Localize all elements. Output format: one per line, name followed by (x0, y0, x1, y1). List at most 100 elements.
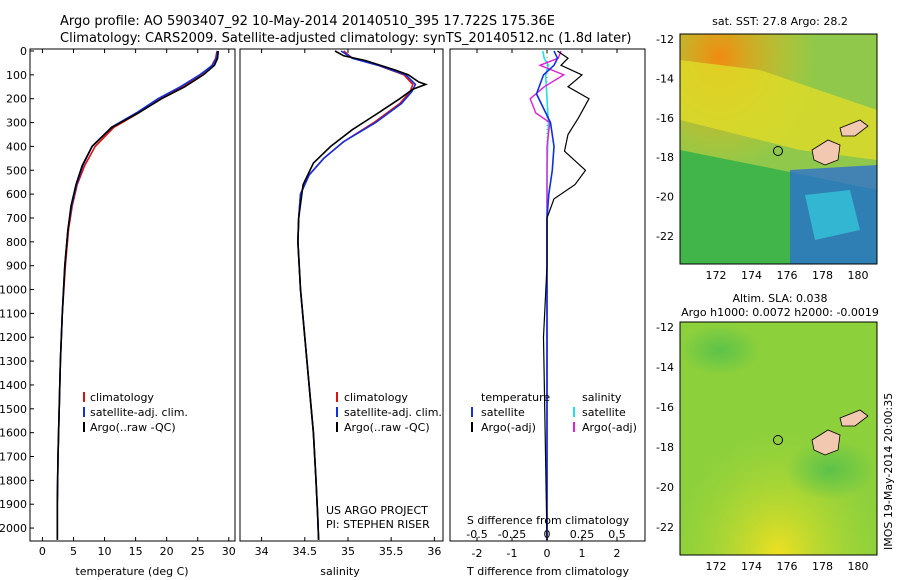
argo-float-marker-sst (773, 146, 783, 156)
fiji-island-sst (811, 139, 841, 166)
sal-legend: climatology satellite-adj. clim. Argo(..… (336, 391, 442, 434)
sal-x-label: salinity (320, 565, 360, 578)
diff-x-axis: -2 -1 0 1 2-0.5 -0.25 0 0.25 0.5 (466, 49, 626, 560)
depth-tick-label: 1600 (0, 427, 27, 440)
vanua-levu-sla (839, 409, 869, 427)
depth-tick-label: 1900 (0, 498, 27, 511)
temp-legend: climatology satellite-adj. clim. Argo(..… (83, 391, 188, 434)
diff-t-tick-label: 0 (544, 547, 551, 560)
diff-s-tick-label: -0.5 (466, 528, 487, 541)
depth-tick-label: 1800 (0, 474, 27, 487)
sla-lon-label: 178 (812, 560, 833, 573)
diff-s-tick-label: 0.5 (608, 528, 626, 541)
temp-legend-sat: satellite-adj. clim. (90, 406, 188, 419)
sal-x-tick-label: 35 (341, 545, 355, 558)
temp-legend-argo: Argo(..raw -QC) (90, 421, 176, 434)
depth-axis: 0 100 200 300 400 500 600 700 800 900 1000 1100 1200… (0, 45, 34, 535)
diff-legend-tsat: satellite (481, 406, 525, 419)
credit-pi: PI: STEPHEN RISER (326, 518, 430, 531)
temp-x-tick-label: 20 (160, 545, 174, 558)
credit-project: US ARGO PROJECT (326, 504, 428, 517)
sal-legend-sat: satellite-adj. clim. (344, 406, 442, 419)
sst-lat-label: -20 (656, 191, 674, 204)
sst-cyan-patch (805, 190, 860, 240)
sst-lon-label: 174 (741, 269, 762, 282)
sal-lines (297, 50, 429, 541)
diff-t-tick-label: -1 (507, 547, 518, 560)
diff-lines (529, 49, 590, 541)
sst-lat-label: -14 (656, 72, 674, 85)
sal-x-tick-label: 35.5 (379, 545, 404, 558)
sst-lon-label: 172 (706, 269, 727, 282)
sal-legend-argo: Argo(..raw -QC) (344, 421, 430, 434)
depth-tick-label: 100 (6, 69, 27, 82)
diff-t-tick-label: 2 (614, 547, 621, 560)
sal-panel-frame (239, 48, 444, 542)
depth-tick-label: 800 (6, 236, 27, 249)
diff-legend: temperature salinity satellite Argo(-adj… (471, 391, 637, 434)
depth-tick-label: 500 (6, 164, 27, 177)
diff-legend-sal-title: salinity (582, 391, 622, 404)
sla-map-title-1: Altim. SLA: 0.038 (732, 292, 827, 305)
depth-tick-label: 1500 (0, 403, 27, 416)
diff-t-tick-label: 1 (579, 547, 586, 560)
temp-x-tick-label: 15 (129, 545, 143, 558)
sla-lon-label: 172 (706, 560, 727, 573)
sst-lat-label: -16 (656, 112, 674, 125)
temp-x-tick-label: 0 (39, 545, 46, 558)
diff-temp-sat-line (535, 50, 559, 540)
sst-lon-label: 178 (812, 269, 833, 282)
title-line-2: Climatology: CARS2009. Satellite-adjuste… (60, 31, 632, 46)
sst-map-frame (679, 33, 878, 265)
sal-x-axis: 34 34.5 35 35.5 36 (255, 49, 441, 558)
sst-map (679, 33, 878, 265)
depth-tick-label: 0 (20, 45, 27, 58)
sst-lon-label: 176 (777, 269, 798, 282)
sst-axes: -12 -14 -16 -18 -20 -22 172 174 176 178 180 (656, 33, 868, 282)
sal-series-line (297, 50, 429, 541)
sst-yellow-band (680, 60, 877, 160)
depth-tick-label: 1000 (0, 284, 27, 297)
sst-lat-label: -22 (656, 230, 674, 243)
depth-tick-label: 1100 (0, 307, 27, 320)
sla-lon-label: 176 (777, 560, 798, 573)
depth-tick-label: 700 (6, 212, 27, 225)
diff-legend-ssat: satellite (582, 406, 626, 419)
sla-lat-label: -12 (656, 321, 674, 334)
diff-s-tick-label: 0.25 (570, 528, 595, 541)
sla-lon-label: 180 (848, 560, 869, 573)
sla-map (679, 321, 878, 556)
diff-s-tick-label: -0.25 (498, 528, 526, 541)
diff-legend-temp-title: temperature (481, 391, 550, 404)
sla-green-patch-2 (785, 440, 875, 500)
imos-timestamp: IMOS 19-May-2014 20:00:35 (882, 393, 895, 550)
temp-x-tick-label: 5 (70, 545, 77, 558)
temp-x-label: temperature (deg C) (75, 565, 188, 578)
diff-s-label: S difference from climatology (467, 514, 630, 527)
temp-x-tick-label: 10 (98, 545, 112, 558)
temp-x-axis: 0 5 10 15 20 25 30 (39, 49, 236, 558)
depth-tick-label: 600 (6, 188, 27, 201)
sla-map-frame (679, 321, 878, 556)
diff-temp-argo-line (542, 50, 590, 541)
sal-x-tick-label: 36 (427, 545, 441, 558)
depth-tick-label: 900 (6, 260, 27, 273)
sla-map-title-2: Argo h1000: 0.0072 h2000: -0.0019 (681, 306, 879, 319)
diff-legend-targo: Argo(-adj) (481, 421, 536, 434)
sla-lon-label: 174 (741, 560, 762, 573)
sla-lat-label: -16 (656, 401, 674, 414)
temp-panel-frame (29, 48, 236, 542)
depth-tick-label: 1300 (0, 355, 27, 368)
temp-x-tick-label: 25 (191, 545, 205, 558)
depth-tick-label: 300 (6, 117, 27, 130)
sla-green-patch-1 (680, 325, 760, 375)
sla-lat-label: -18 (656, 441, 674, 454)
depth-tick-label: 1200 (0, 331, 27, 344)
temp-series-line (56, 50, 218, 540)
sla-axes: -12 -14 -16 -18 -20 -22 172 174 176 178 180 (656, 321, 868, 573)
sst-lon-label: 180 (848, 269, 869, 282)
sst-map-title: sat. SST: 27.8 Argo: 28.2 (712, 15, 848, 28)
depth-tick-label: 2000 (0, 522, 27, 535)
diff-legend-sargo: Argo(-adj) (582, 421, 637, 434)
temp-series-line (56, 50, 219, 540)
